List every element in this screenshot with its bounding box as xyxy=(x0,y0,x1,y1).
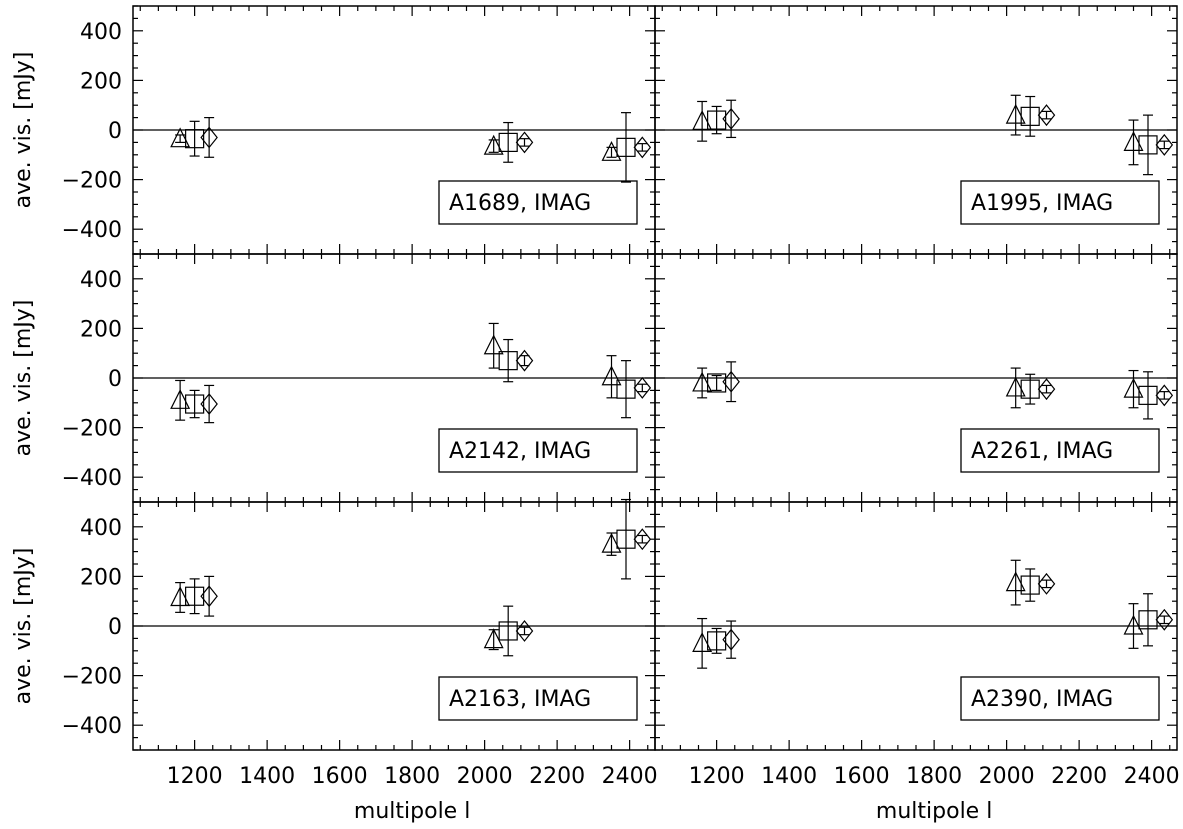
x-tick-label: 1400 xyxy=(761,764,817,789)
diamond-marker xyxy=(1155,608,1174,631)
y-tick-label: 200 xyxy=(80,69,122,94)
triangle-marker xyxy=(601,365,622,386)
y-tick-label: 200 xyxy=(80,565,122,590)
panel-2: A1995, IMAG xyxy=(654,5,1178,255)
diamond-marker xyxy=(1037,378,1056,401)
panel-3: 400 200 0 −200 −400 ave. vis. [mJy] A2142, IMA… xyxy=(11,253,656,503)
y-tick-label: −200 xyxy=(62,665,122,690)
x-tick-label: 1600 xyxy=(834,764,890,789)
annotation-label: A1995, IMAG xyxy=(971,191,1113,216)
triangle-marker xyxy=(601,532,622,553)
y-tick-label: 400 xyxy=(80,20,122,45)
y-tick-label: −400 xyxy=(62,714,122,739)
triangle-marker xyxy=(170,586,191,607)
diamond-marker xyxy=(722,628,740,651)
y-tick-label: −400 xyxy=(62,466,122,491)
diamond-marker xyxy=(1037,572,1056,595)
triangle-marker xyxy=(692,371,713,392)
x-tick-label: 1200 xyxy=(689,764,745,789)
panel-1: 400 200 0 −200 −400 ave. vis. [mJy] A1689, IMA… xyxy=(11,5,656,255)
annotation-box xyxy=(960,676,1160,721)
triangle-marker xyxy=(170,388,191,409)
square-marker xyxy=(707,373,727,393)
diamond-marker xyxy=(515,349,534,372)
y-tick-label: 0 xyxy=(108,119,122,144)
triangle-marker xyxy=(1005,376,1026,397)
triangle-marker xyxy=(483,134,504,155)
annotation-label: A2390, IMAG xyxy=(971,687,1113,712)
x-tick-label: 1800 xyxy=(384,764,440,789)
x-tick-label: 2200 xyxy=(1051,764,1107,789)
triangle-marker xyxy=(692,109,713,130)
x-tick-label: 2400 xyxy=(1124,764,1180,789)
x-tick-label: 2200 xyxy=(529,764,585,789)
diamond-marker xyxy=(633,528,652,551)
y-tick-label: 200 xyxy=(80,317,122,342)
diamond-marker xyxy=(1037,104,1056,127)
x-tick-label: 1800 xyxy=(906,764,962,789)
square-marker xyxy=(185,129,205,149)
annotation-box xyxy=(438,676,638,721)
diamond-marker xyxy=(515,619,534,642)
diamond-marker xyxy=(633,376,652,399)
annotation-box xyxy=(960,180,1160,225)
diamond-marker xyxy=(1155,133,1174,156)
diamond-marker xyxy=(200,393,218,416)
y-axis-title: ave. vis. [mJy] xyxy=(11,52,36,209)
y-tick-label: 400 xyxy=(80,516,122,541)
triangle-marker xyxy=(1123,131,1144,151)
diamond-marker xyxy=(722,107,740,130)
y-tick-label: 0 xyxy=(108,615,122,640)
diamond-marker xyxy=(1155,384,1174,407)
triangle-marker xyxy=(170,127,191,148)
y-axis-title: ave. vis. [mJy] xyxy=(11,300,36,457)
annotation-label: A2261, IMAG xyxy=(971,439,1113,464)
square-marker xyxy=(707,110,727,130)
diamond-marker xyxy=(722,370,740,393)
annotation-box xyxy=(438,428,638,473)
x-tick-label: 1600 xyxy=(312,764,368,789)
square-marker xyxy=(185,394,205,414)
triangle-marker xyxy=(1005,103,1026,124)
triangle-marker xyxy=(1005,571,1026,592)
x-tick-label: 2400 xyxy=(602,764,658,789)
y-tick-label: 0 xyxy=(108,367,122,392)
annotation-box xyxy=(438,180,638,225)
x-tick-label: 2000 xyxy=(979,764,1035,789)
triangle-marker xyxy=(1123,614,1144,635)
annotation-label: A1689, IMAG xyxy=(449,191,591,216)
diamond-marker xyxy=(515,131,534,154)
y-tick-label: −200 xyxy=(62,417,122,442)
annotation-label: A2142, IMAG xyxy=(449,439,591,464)
x-tick-label: 1200 xyxy=(167,764,223,789)
triangle-marker xyxy=(483,628,504,649)
x-tick-label: 2000 xyxy=(457,764,513,789)
diamond-marker xyxy=(633,136,652,159)
triangle-marker xyxy=(601,140,622,161)
x-tick-label: 1400 xyxy=(239,764,295,789)
annotation-label: A2163, IMAG xyxy=(449,687,591,712)
x-axis-title: multipole l xyxy=(876,799,992,824)
triangle-marker xyxy=(483,334,504,355)
y-tick-label: −200 xyxy=(62,169,122,194)
panel-4: A2261, IMAG xyxy=(654,253,1178,503)
triangle-marker xyxy=(692,632,713,652)
y-tick-label: −400 xyxy=(62,218,122,243)
square-marker xyxy=(707,631,727,651)
diamond-marker xyxy=(200,126,218,149)
diamond-marker xyxy=(200,585,218,608)
annotation-box xyxy=(960,428,1160,473)
square-marker xyxy=(185,586,205,606)
panel-6: 1200 1400 1600 1800 2000 2200 2400 multipole l A… xyxy=(654,501,1180,824)
triangle-marker xyxy=(1123,377,1144,398)
y-tick-label: 400 xyxy=(80,268,122,293)
y-axis-title: ave. vis. [mJy] xyxy=(11,548,36,705)
x-axis-title: multipole l xyxy=(354,799,470,824)
